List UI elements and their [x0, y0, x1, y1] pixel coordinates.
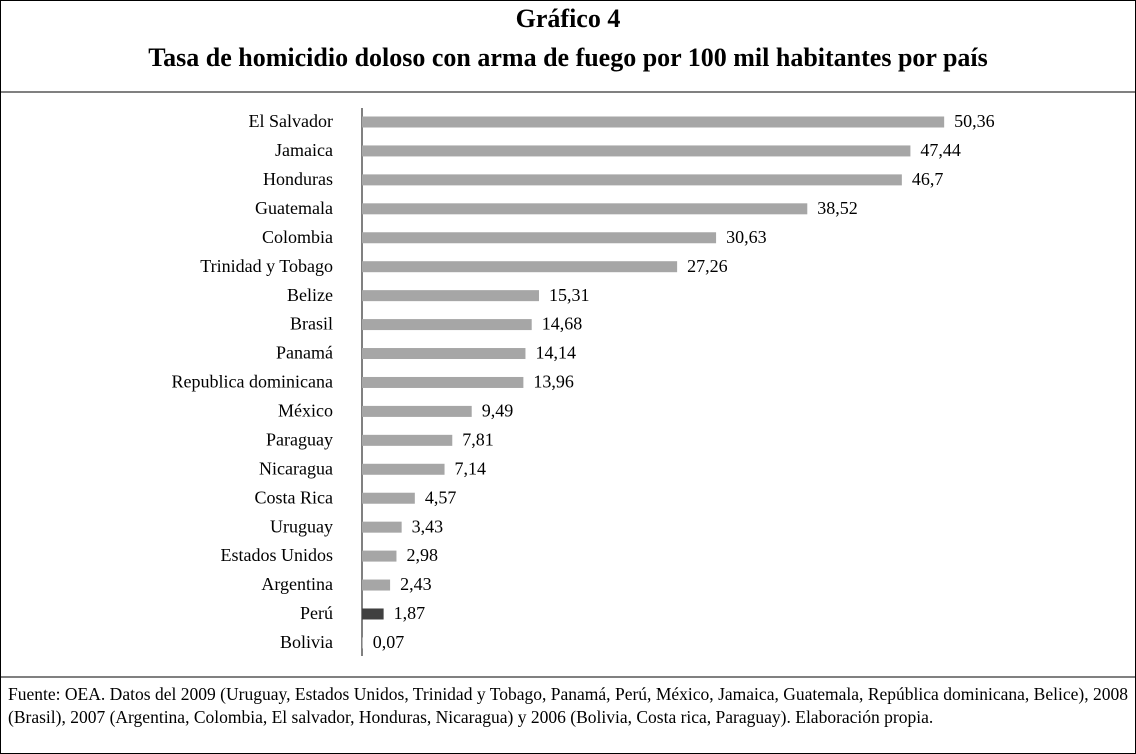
bar — [362, 550, 397, 562]
value-label: 47,44 — [920, 140, 961, 160]
bar — [362, 145, 911, 157]
category-label: Honduras — [263, 169, 333, 189]
category-label: Republica dominicana — [172, 372, 333, 392]
value-label: 3,43 — [412, 516, 444, 536]
category-label: Estados Unidos — [221, 545, 334, 565]
bar — [362, 608, 384, 620]
bar — [362, 521, 402, 533]
category-label: México — [278, 401, 333, 421]
bar — [362, 376, 524, 388]
bar — [362, 492, 415, 504]
bar — [362, 116, 945, 128]
category-label: Guatemala — [255, 198, 333, 218]
value-label: 7,81 — [462, 429, 494, 449]
value-label: 2,98 — [406, 545, 438, 565]
category-label: Uruguay — [270, 516, 333, 536]
bar — [362, 290, 539, 302]
bar — [362, 579, 391, 591]
bar — [362, 203, 808, 215]
category-label: Belize — [287, 285, 333, 305]
category-label: Brasil — [290, 314, 333, 334]
value-label: 15,31 — [549, 285, 590, 305]
category-label: Costa Rica — [255, 487, 334, 507]
value-label: 14,68 — [542, 314, 583, 334]
value-label: 2,43 — [400, 574, 432, 594]
value-label: 46,7 — [912, 169, 944, 189]
category-label: Nicaragua — [259, 458, 333, 478]
value-label: 1,87 — [394, 603, 426, 623]
bar — [362, 463, 445, 475]
category-label: Trinidad y Tobago — [200, 256, 333, 276]
bar — [362, 319, 532, 331]
category-label: Colombia — [262, 227, 333, 247]
bar — [362, 637, 363, 649]
value-label: 0,07 — [373, 632, 405, 652]
category-label: Argentina — [261, 574, 333, 594]
category-label: Jamaica — [275, 140, 333, 160]
value-label: 9,49 — [482, 401, 514, 421]
value-label: 14,14 — [535, 343, 576, 363]
category-label: Perú — [300, 603, 333, 623]
value-label: 30,63 — [726, 227, 767, 247]
source-note: Fuente: OEA. Datos del 2009 (Uruguay, Es… — [8, 684, 1128, 727]
category-label: Paraguay — [266, 429, 333, 449]
bar — [362, 261, 678, 273]
chart-subtitle: Tasa de homicidio doloso con arma de fue… — [148, 43, 988, 72]
bar — [362, 405, 472, 417]
value-label: 7,14 — [455, 458, 487, 478]
bar — [362, 232, 717, 244]
value-label: 38,52 — [817, 198, 858, 218]
bar — [362, 434, 453, 446]
value-label: 27,26 — [687, 256, 728, 276]
category-label: Bolivia — [280, 632, 333, 652]
category-label: El Salvador — [249, 111, 333, 131]
category-label: Panamá — [276, 343, 333, 363]
value-label: 50,36 — [954, 111, 995, 131]
bar — [362, 348, 526, 360]
bar — [362, 174, 902, 186]
chart-title: Gráfico 4 — [516, 4, 621, 33]
value-label: 4,57 — [425, 487, 457, 507]
value-label: 13,96 — [533, 372, 574, 392]
